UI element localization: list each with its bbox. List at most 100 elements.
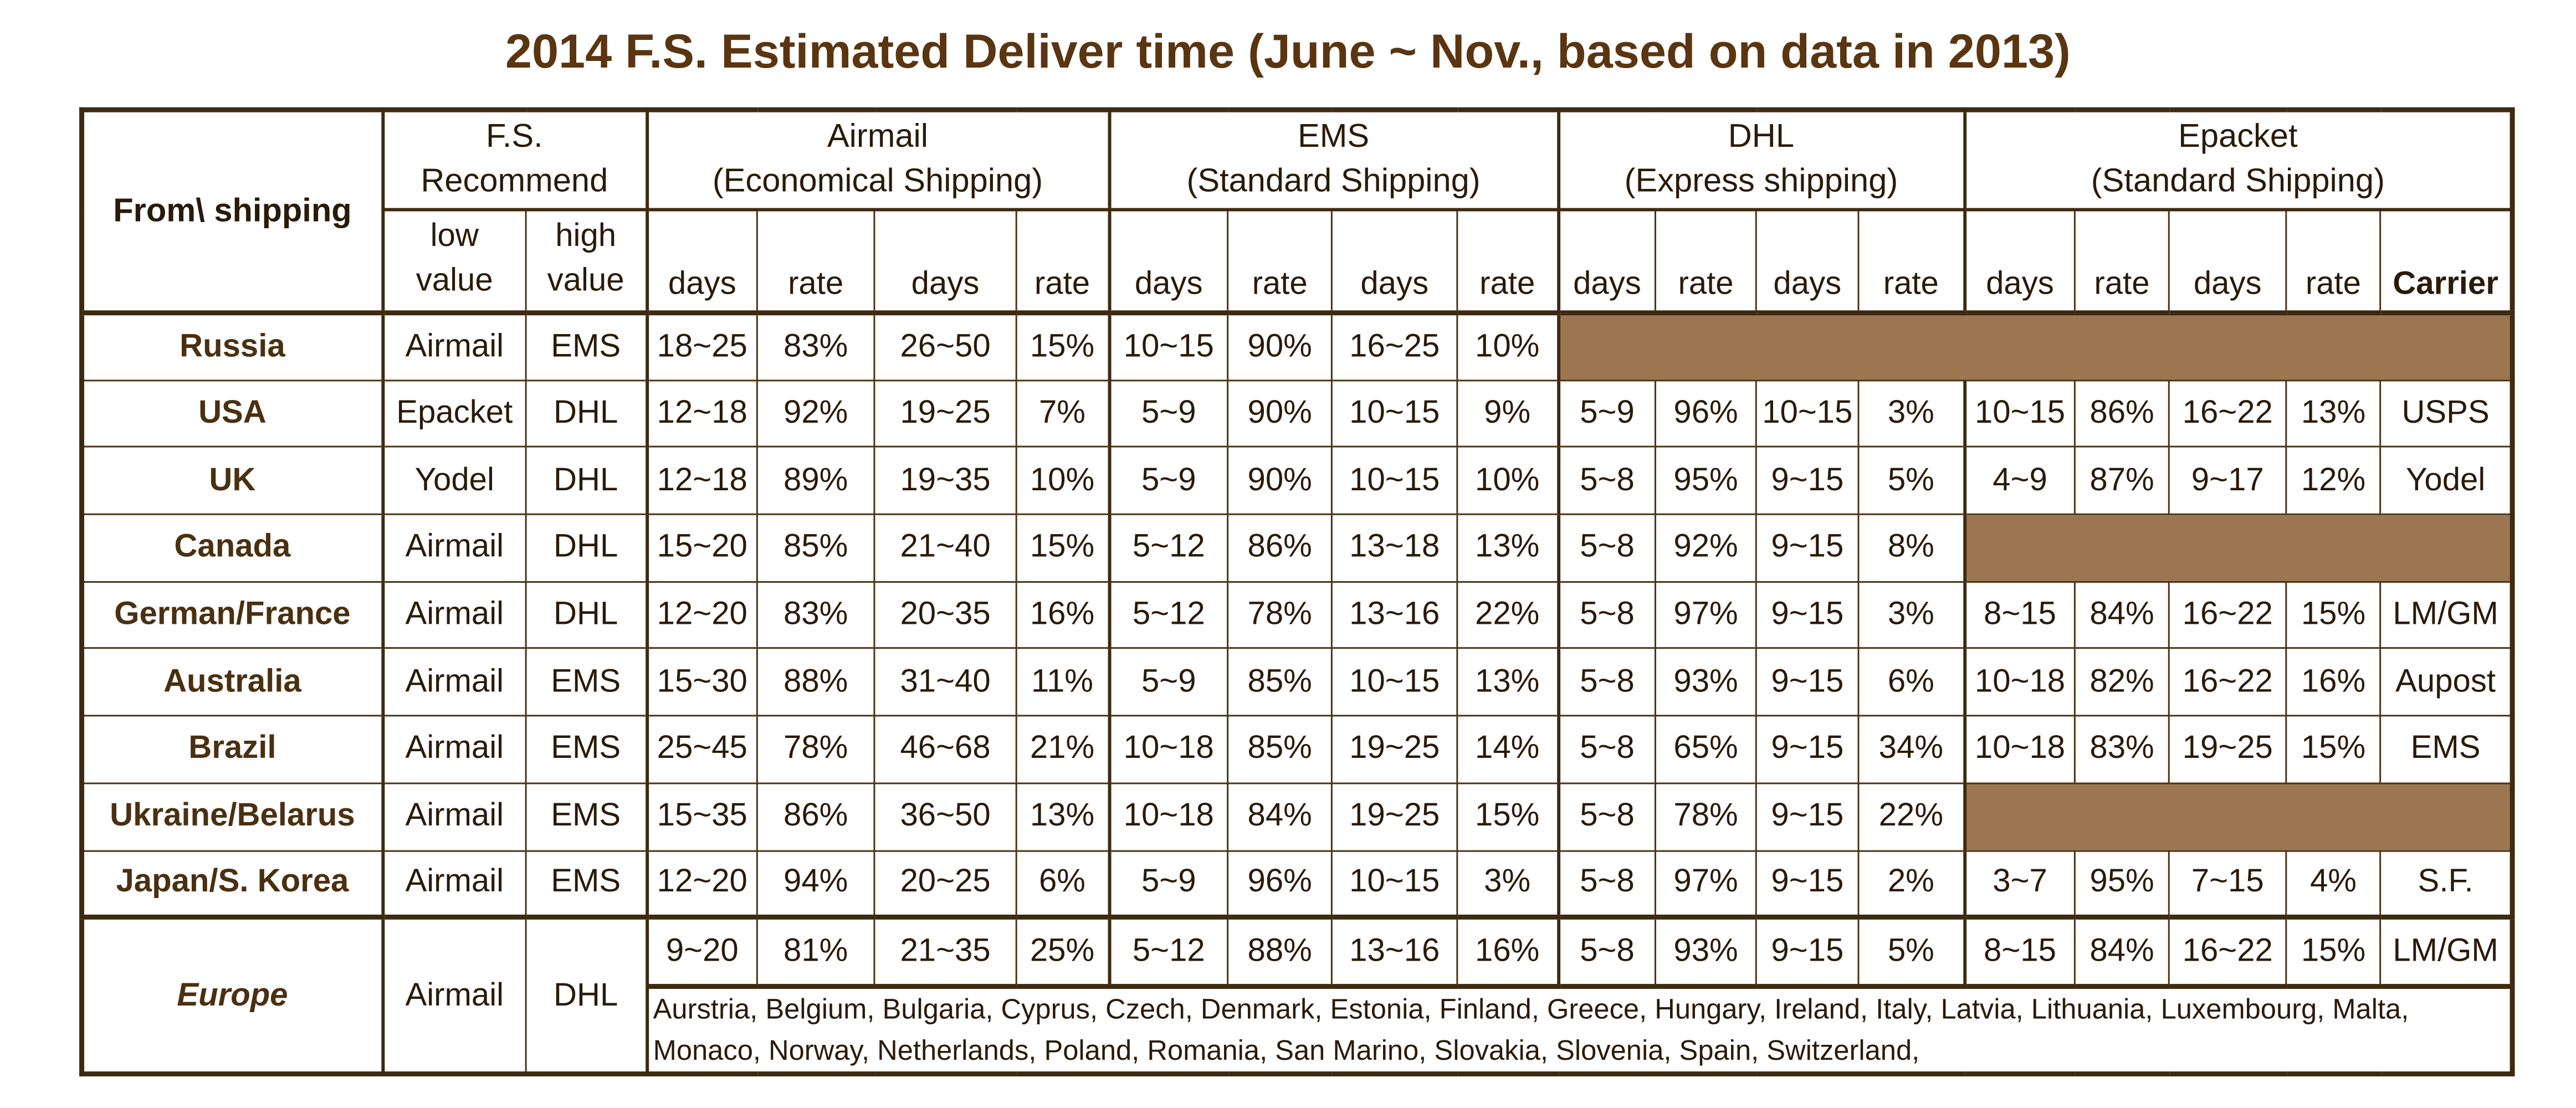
dhl-cell: 9~15: [1755, 782, 1860, 851]
country-label: Canada: [81, 513, 383, 583]
dhl-cell: 2%: [1857, 849, 1965, 920]
country-label: Ukraine/Belarus: [81, 782, 383, 851]
table-row: Russia Airmail EMS 18~25 83% 26~50 15% 10~15 90%…: [81, 312, 2513, 381]
airmail-cell: 92%: [756, 379, 875, 448]
ems-cell: 13~18: [1331, 513, 1458, 583]
airmail-rate-header: rate: [756, 208, 875, 316]
epacket-cell: 16~22: [2168, 581, 2287, 650]
epacket-cell: 13%: [2285, 379, 2382, 448]
dhl-cell: 3%: [1857, 379, 1965, 448]
country-label: Japan/S. Korea: [81, 849, 383, 920]
ems-cell: 10~15: [1331, 379, 1458, 448]
ems-cell: 10~15: [1331, 648, 1458, 717]
dhl-cell: 5~8: [1556, 513, 1657, 583]
ems-cell: 96%: [1227, 849, 1333, 920]
ems-cell: 13%: [1456, 648, 1559, 717]
epacket-cell: 10~18: [1962, 715, 2076, 784]
table-row: Ukraine/Belarus Airmail EMS 15~35 86% 36~50 13…: [81, 782, 2513, 851]
dhl-cell: 5~8: [1556, 648, 1657, 717]
dhl-cell: 5~8: [1556, 581, 1657, 650]
dhl-cell: 9~15: [1755, 513, 1860, 583]
airmail-cell: 6%: [1015, 849, 1110, 920]
table-row: Australia Airmail EMS 15~30 88% 31~40 11% 5~9 85…: [81, 648, 2513, 717]
dhl-cell: 9~15: [1755, 581, 1860, 650]
airmail-cell: 26~50: [873, 312, 1017, 381]
country-label: UK: [81, 446, 383, 515]
epacket-cell: 15%: [2285, 581, 2382, 650]
airmail-cell: 89%: [756, 446, 875, 515]
unavailable-cell: [1556, 312, 2513, 381]
ems-cell: 5~12: [1107, 916, 1229, 989]
ems-cell: 90%: [1227, 379, 1333, 448]
epacket-cell: 86%: [2074, 379, 2170, 448]
airmail-cell: 20~25: [873, 849, 1017, 920]
ems-cell: 16~25: [1331, 312, 1458, 381]
ems-cell: 5~12: [1107, 581, 1229, 650]
from-shipping-header: From\ shipping: [81, 109, 383, 316]
dhl-cell: 34%: [1857, 715, 1965, 784]
epacket-cell: 84%: [2074, 916, 2170, 989]
airmail-cell: 15~30: [644, 648, 758, 717]
airmail-cell: 25~45: [644, 715, 758, 784]
table-row-europe: Europe Airmail DHL 9~20 81% 21~35 25% 5~12 88% 13…: [81, 916, 2513, 1075]
epacket-cell: LM/GM: [2379, 581, 2513, 650]
dhl-cell: 93%: [1655, 916, 1757, 989]
epacket-cell: 4~9: [1962, 446, 2076, 515]
airmail-cell: 7%: [1015, 379, 1110, 448]
high-value-carrier: DHL: [525, 513, 648, 583]
dhl-cell: 95%: [1655, 446, 1757, 515]
epacket-cell: LM/GM: [2379, 916, 2513, 989]
airmail-cell: 36~50: [873, 782, 1017, 851]
dhl-cell: 9~15: [1755, 849, 1860, 920]
table-row: German/France Airmail DHL 12~20 83% 20~35 16% 5…: [81, 581, 2513, 650]
low-value-carrier: Airmail: [380, 312, 527, 381]
high-value-header: high value: [525, 208, 648, 316]
epacket-cell: 4%: [2285, 849, 2382, 920]
dhl-cell: 93%: [1655, 648, 1757, 717]
airmail-cell: 46~68: [873, 715, 1017, 784]
ems-cell: 85%: [1227, 648, 1333, 717]
epacket-cell: EMS: [2379, 715, 2513, 784]
ems-cell: 10~15: [1107, 312, 1229, 381]
ems-cell: 5~9: [1107, 648, 1229, 717]
ems-days-header: days: [1107, 208, 1229, 316]
ems-cell: 19~25: [1331, 782, 1458, 851]
ems-cell: 5~9: [1107, 849, 1229, 920]
ems-cell: 88%: [1227, 916, 1333, 989]
epacket-cell: 7~15: [2168, 849, 2287, 920]
airmail-cell: 21~35: [873, 916, 1017, 989]
header-line: high: [555, 218, 617, 254]
ems-cell: 15%: [1456, 782, 1559, 851]
ems-cell: 90%: [1227, 312, 1333, 381]
low-value-carrier: Airmail: [380, 715, 527, 784]
epacket-cell: 9~17: [2168, 446, 2287, 515]
airmail-cell: 12~20: [644, 849, 758, 920]
dhl-cell: 9~15: [1755, 916, 1860, 989]
ems-cell: 19~25: [1331, 715, 1458, 784]
header-line: EMS: [1297, 119, 1370, 156]
airmail-rate-header: rate: [1015, 208, 1110, 316]
airmail-cell: 21%: [1015, 715, 1110, 784]
airmail-cell: 25%: [1015, 916, 1110, 989]
dhl-cell: 6%: [1857, 648, 1965, 717]
header-line: (Express shipping): [1624, 163, 1898, 200]
epacket-cell: 10~15: [1962, 379, 2076, 448]
dhl-cell: 5~8: [1556, 446, 1657, 515]
airmail-cell: 31~40: [873, 648, 1017, 717]
header-line: Airmail: [827, 119, 929, 156]
header-line: value: [416, 262, 493, 299]
ems-cell: 5~9: [1107, 379, 1229, 448]
unavailable-cell: [1962, 782, 2513, 851]
epacket-cell: 16~22: [2168, 379, 2287, 448]
dhl-rate-header: rate: [1655, 208, 1757, 316]
table-row: USA Epacket DHL 12~18 92% 19~25 7% 5~9 90% 10~15 9…: [81, 379, 2513, 448]
airmail-cell: 81%: [756, 916, 875, 989]
airmail-cell: 94%: [756, 849, 875, 920]
header-line: F.S.: [485, 119, 543, 156]
ems-cell: 3%: [1456, 849, 1559, 920]
epacket-rate-header: rate: [2285, 208, 2382, 316]
table-row: Canada Airmail DHL 15~20 85% 21~40 15% 5~12 86% 1…: [81, 513, 2513, 583]
airmail-cell: 9~20: [644, 916, 758, 989]
ems-cell: 22%: [1456, 581, 1559, 650]
airmail-cell: 88%: [756, 648, 875, 717]
